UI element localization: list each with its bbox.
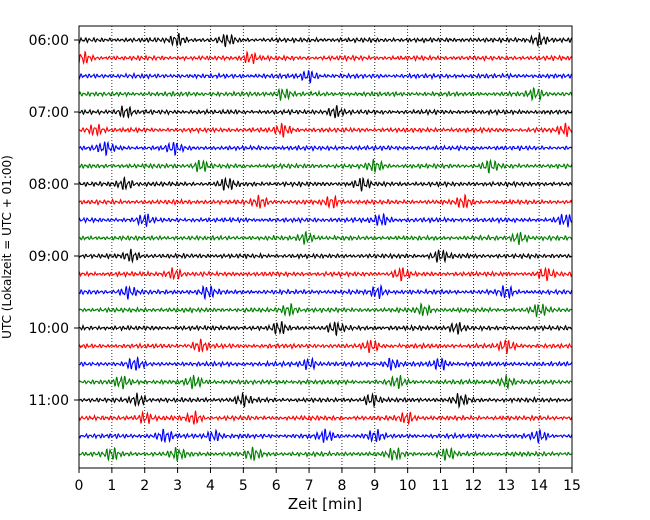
x-axis-label: Zeit [min] — [288, 495, 362, 513]
trace-1 — [78, 32, 573, 48]
y-tick-label: 07:00 — [29, 105, 69, 121]
trace-4 — [78, 86, 573, 102]
trace-20 — [78, 374, 573, 391]
y-axis-label: UTC (Lokalzeit = UTC + 01:00) — [0, 155, 14, 339]
plot-background — [79, 26, 572, 468]
plot-frame — [78, 25, 573, 469]
trace-13 — [78, 248, 573, 264]
x-tick-label: 3 — [173, 478, 182, 494]
y-tick-label: 10:00 — [29, 321, 69, 337]
x-tick-label: 11 — [432, 478, 450, 494]
x-tick-label: 14 — [530, 478, 548, 494]
x-tick-label: 8 — [337, 478, 346, 494]
trace-10 — [78, 193, 573, 210]
y-axis-ticks: 06:00 07:00 08:00 09:00 10:00 11:00 — [29, 33, 79, 409]
x-tick-label: 6 — [272, 478, 281, 494]
trace-3 — [78, 70, 573, 84]
trace-2 — [78, 50, 573, 65]
y-tick-label: 09:00 — [29, 249, 69, 265]
trace-16 — [78, 302, 573, 318]
x-tick-label: 2 — [140, 478, 149, 494]
x-tick-label: 13 — [497, 478, 515, 494]
trace-12 — [78, 230, 573, 246]
x-tick-label: 15 — [563, 478, 581, 494]
x-tick-label: 4 — [206, 478, 215, 494]
trace-8 — [78, 158, 573, 174]
x-tick-label: 5 — [239, 478, 248, 494]
trace-14 — [78, 266, 573, 282]
trace-19 — [78, 355, 573, 371]
trace-6 — [78, 122, 573, 138]
x-tick-label: 12 — [464, 478, 482, 494]
x-axis-ticks: 0 1 2 3 4 5 6 7 8 9 10 11 12 13 14 15 — [75, 468, 581, 494]
x-tick-label: 0 — [75, 478, 84, 494]
x-tick-label: 7 — [305, 478, 314, 494]
trace-22 — [78, 410, 573, 426]
trace-17 — [78, 320, 573, 337]
y-tick-label: 06:00 — [29, 33, 69, 49]
trace-9 — [78, 175, 573, 192]
x-tick-label: 10 — [399, 478, 417, 494]
trace-7 — [78, 140, 573, 157]
trace-23 — [78, 428, 573, 444]
trace-24 — [78, 446, 573, 462]
y-tick-label: 11:00 — [29, 393, 69, 409]
y-tick-label: 08:00 — [29, 177, 69, 193]
trace-15 — [78, 283, 573, 301]
trace-11 — [78, 212, 573, 228]
x-tick-label: 1 — [107, 478, 116, 494]
trace-5 — [78, 105, 573, 119]
trace-21 — [78, 391, 573, 409]
seismic-traces — [78, 32, 573, 462]
x-tick-label: 9 — [370, 478, 379, 494]
trace-18 — [78, 338, 573, 354]
